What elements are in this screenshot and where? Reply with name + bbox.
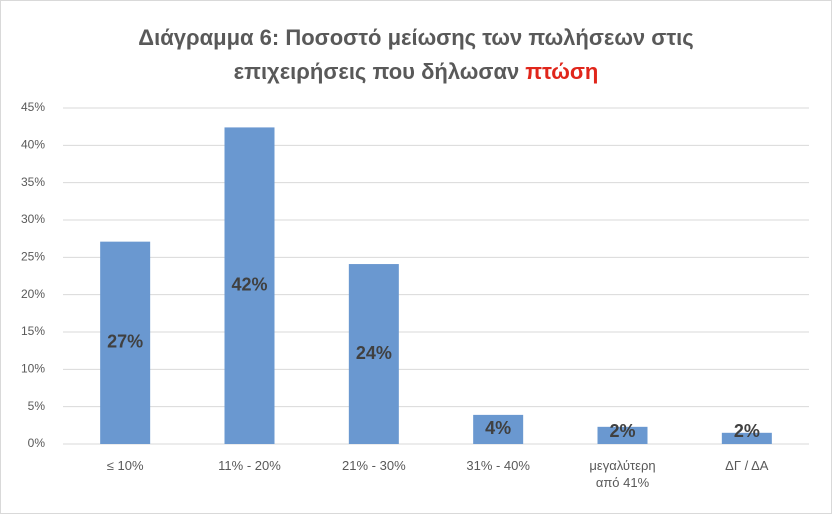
- y-tick-label: 0%: [28, 436, 46, 450]
- x-tick-label: 11% - 20%: [218, 458, 281, 473]
- title-text: επιχειρήσεις που δήλωσαν: [234, 59, 520, 84]
- y-tick-label: 15%: [21, 324, 45, 338]
- x-tick-label: μεγαλύτερη από 41%: [589, 458, 656, 490]
- data-label: 42%: [231, 274, 267, 294]
- x-tick-label: ΔΓ / ΔΑ: [725, 458, 769, 473]
- bar: [224, 127, 275, 444]
- y-tick-label: 35%: [21, 175, 45, 189]
- x-tick-label: 31% - 40%: [466, 458, 530, 473]
- data-label: 24%: [356, 343, 392, 363]
- data-label: 27%: [107, 332, 143, 352]
- bar: [473, 414, 524, 444]
- bar: [597, 426, 648, 444]
- y-tick-label: 45%: [21, 100, 45, 114]
- x-tick-label: ≤ 10%: [106, 458, 144, 473]
- chart-title: Διάγραμμα 6: Ποσοστό μείωσης των πωλήσεω…: [138, 25, 693, 50]
- y-tick-label: 10%: [21, 362, 45, 376]
- data-label: 2%: [609, 421, 635, 441]
- data-label: 2%: [734, 421, 760, 441]
- bar: [348, 264, 399, 444]
- y-tick-label: 30%: [21, 212, 45, 226]
- data-label: 4%: [485, 418, 511, 438]
- chart-title: επιχειρήσεις που δήλωσαν πτώση: [234, 59, 599, 84]
- x-tick-label: 21% - 30%: [342, 458, 406, 473]
- bar: [721, 432, 772, 444]
- bar: [100, 241, 151, 444]
- y-tick-label: 40%: [21, 138, 45, 152]
- y-tick-label: 25%: [21, 250, 45, 264]
- y-tick-label: 20%: [21, 287, 45, 301]
- title-highlight: πτώση: [525, 59, 598, 84]
- y-tick-label: 5%: [28, 399, 46, 413]
